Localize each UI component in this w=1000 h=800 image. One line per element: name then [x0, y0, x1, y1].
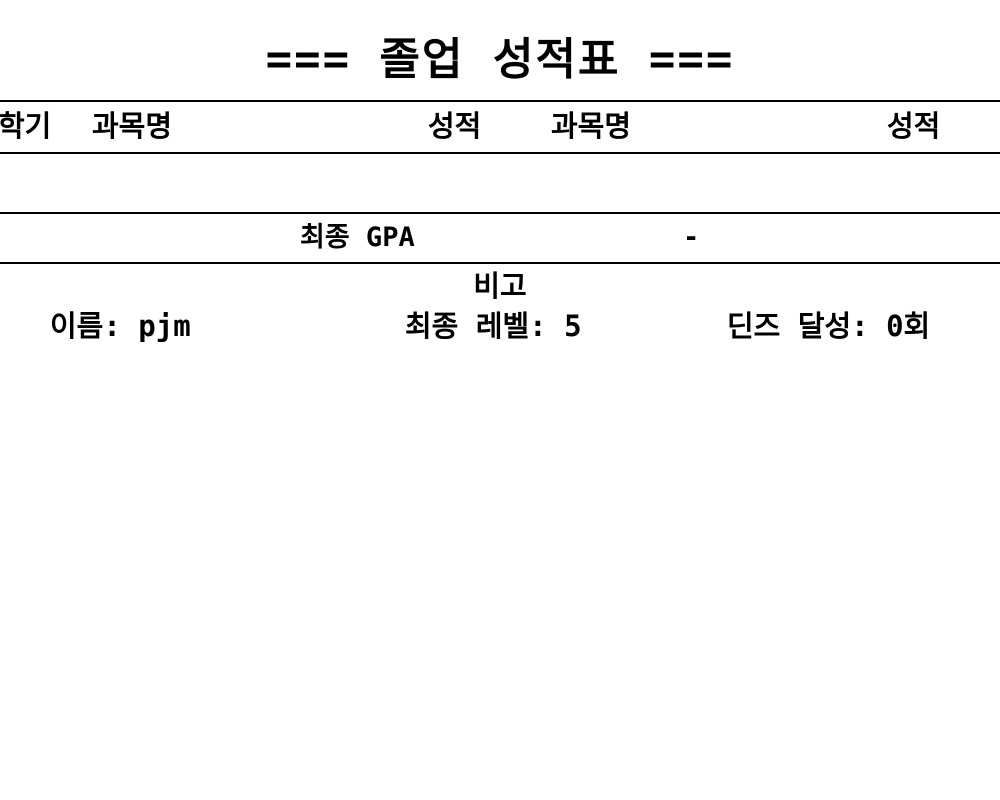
header-course-name-1: 과목명	[92, 109, 173, 143]
gpa-label: 최종 GPA	[300, 222, 415, 253]
transcript-title: === 졸업 성적표 ===	[265, 34, 735, 85]
header-grade-1: 성적	[428, 109, 482, 143]
table-top-divider	[0, 100, 1000, 102]
deans-list-count: 딘즈 달성: 0회	[727, 309, 931, 343]
table-header-divider	[0, 152, 1000, 154]
remarks-heading: 비고	[473, 269, 527, 303]
gpa-bottom-divider	[0, 262, 1000, 264]
header-course-name-2: 과목명	[551, 109, 632, 143]
table-body-empty	[0, 154, 1000, 212]
gpa-top-divider	[0, 212, 1000, 214]
gpa-value: -	[683, 222, 700, 253]
header-grade-2: 성적	[887, 109, 941, 143]
player-name: 이름: pjm	[50, 309, 191, 343]
final-level: 최종 레벨: 5	[405, 309, 582, 343]
header-semester: 학기	[0, 109, 52, 143]
